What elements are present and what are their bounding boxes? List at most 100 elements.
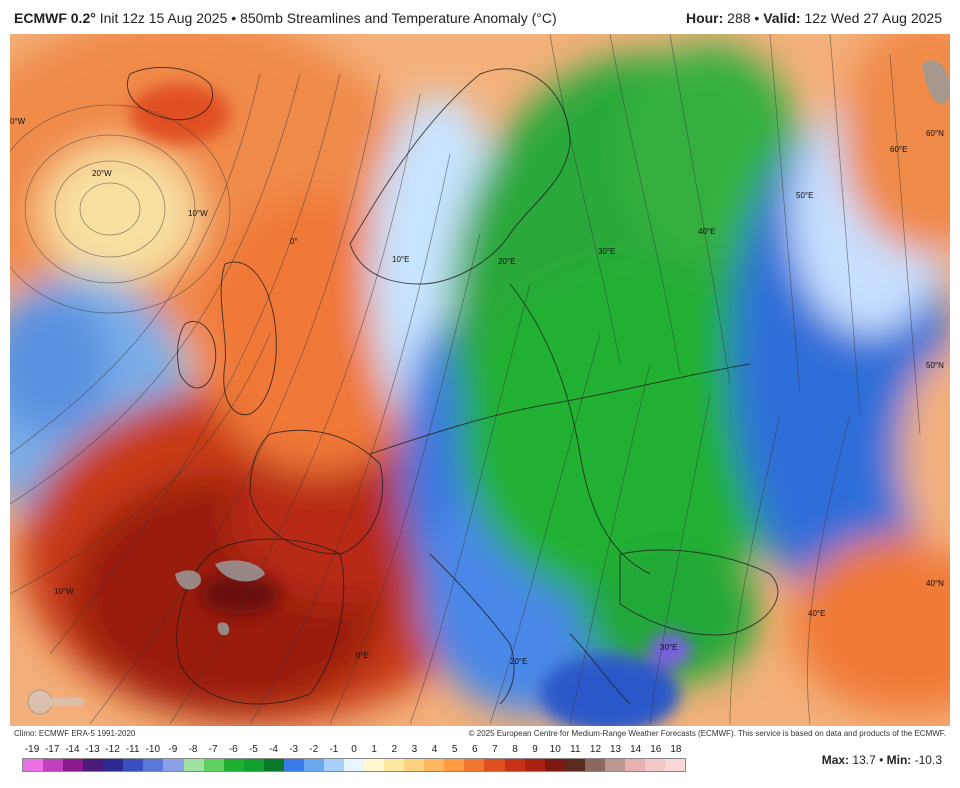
scale-label: -17 (44, 744, 60, 755)
scale-cell (323, 759, 344, 771)
scale-cell (23, 759, 44, 771)
scale-label: -9 (168, 744, 178, 755)
scale-label: -14 (65, 744, 80, 755)
scale-cell (584, 759, 605, 771)
streamlines (10, 34, 921, 725)
scale-cell (444, 759, 465, 771)
scale-label: -4 (269, 744, 278, 755)
field-stats: Max: 13.7 • Min: -10.3 (822, 753, 942, 767)
scandinavia-outline (349, 68, 571, 285)
label-0e: 0° (290, 237, 298, 246)
anomaly-shading (10, 34, 950, 724)
eastern-border (509, 283, 651, 575)
run-description: Init 12z 15 Aug 2025 • 850mb Streamlines… (99, 10, 557, 26)
stats-separator: • (879, 753, 884, 767)
min-label: Min: (886, 753, 912, 767)
scale-bar (22, 758, 686, 772)
label-40n: 40°N (926, 579, 944, 588)
scale-labels: -19 -17 -14 -13 -12 -11 -10 -9 -8 -7 -6 -5 -4 -3 -2 -1 0… (22, 744, 686, 758)
scale-cell (243, 759, 264, 771)
scale-cell (384, 759, 405, 771)
scale-label: -1 (329, 744, 339, 755)
label-50n: 50°N (926, 361, 944, 370)
scale-cell (43, 759, 64, 771)
scale-label: 3 (411, 744, 418, 755)
label-60n: 60°N (926, 129, 944, 138)
scale-cell (103, 759, 124, 771)
italy-outline (429, 553, 515, 705)
ireland-outline (177, 321, 217, 389)
iberia-outline (176, 538, 345, 705)
ecmwf-credit: © 2025 European Centre for Medium-Range … (468, 729, 946, 738)
scale-cell (63, 759, 84, 771)
central-europe-border (369, 363, 751, 455)
climo-credit: Climo: ECMWF ERA-5 1991-2020 (14, 729, 136, 738)
scale-cell (424, 759, 445, 771)
scale-label: 10 (549, 744, 561, 755)
scale-label: 14 (630, 744, 642, 755)
scale-label: 2 (391, 744, 398, 755)
scale-label: 0 (351, 744, 357, 755)
label-30e-b: 30°E (660, 643, 677, 652)
scale-label: -10 (145, 744, 161, 755)
scale-label: 16 (650, 744, 662, 755)
scale-cell (644, 759, 665, 771)
scale-label: 18 (670, 744, 682, 755)
scale-cell (344, 759, 365, 771)
scale-cell (143, 759, 164, 771)
scale-cell (464, 759, 485, 771)
scale-cell (223, 759, 244, 771)
scale-cell (303, 759, 324, 771)
scale-label: -12 (105, 744, 120, 755)
france-outline (249, 429, 384, 555)
weatherbell-logo (27, 689, 84, 715)
map-title: ECMWF 0.2° Init 12z 15 Aug 2025 • 850mb … (14, 10, 557, 26)
coastlines (126, 66, 779, 705)
scale-cell (123, 759, 144, 771)
label-60e: 60°E (890, 145, 907, 154)
anomaly-map: 0°W 20°W 10°W 0° 10°E 20°E 30°E 40°E 50°… (10, 34, 950, 726)
anomaly-details (130, 84, 692, 726)
label-10w-b: 10°W (54, 587, 74, 596)
black-sea-outline (619, 549, 779, 636)
label-0w: 0°W (10, 117, 26, 126)
map-canvas: 0°W 20°W 10°W 0° 10°E 20°E 30°E 40°E 50°… (10, 34, 950, 726)
hour-value: 288 (727, 10, 751, 26)
scale-label: -13 (85, 744, 100, 755)
scale-label: 1 (371, 744, 377, 755)
graticule-labels: 0°W 20°W 10°W 0° 10°E 20°E 30°E 40°E 50°… (10, 117, 944, 666)
valid-label: Valid: (763, 10, 801, 26)
label-10w-a: 10°W (188, 209, 208, 218)
scale-label: 11 (570, 744, 581, 755)
map-header: ECMWF 0.2° Init 12z 15 Aug 2025 • 850mb … (0, 0, 960, 34)
terrain-mask (175, 60, 950, 636)
scale-label: -8 (188, 744, 198, 755)
label-20e-b: 20°E (510, 657, 527, 666)
label-20e: 20°E (498, 257, 515, 266)
scale-label: -7 (208, 744, 218, 755)
scale-cell (504, 759, 525, 771)
scale-label: 12 (589, 744, 602, 755)
label-40e-b: 40°E (808, 609, 825, 618)
scale-label: -2 (309, 744, 319, 755)
label-50e: 50°E (796, 191, 813, 200)
valid-time: Hour: 288 • Valid: 12z Wed 27 Aug 2025 (686, 10, 942, 26)
scale-cell (183, 759, 204, 771)
credits-bar: Climo: ECMWF ERA-5 1991-2020 © 2025 Euro… (10, 726, 950, 740)
scale-label: 5 (451, 744, 458, 755)
model-name: ECMWF 0.2° (14, 10, 96, 26)
label-30e: 30°E (598, 247, 615, 256)
scale-cell (404, 759, 425, 771)
scale-cell (83, 759, 104, 771)
label-10e: 10°E (392, 255, 409, 264)
valid-value: 12z Wed 27 Aug 2025 (804, 10, 942, 26)
scale-label: -6 (228, 744, 238, 755)
scale-label: 7 (492, 744, 498, 755)
label-0-b: 0°E (356, 651, 369, 660)
color-scale: -19 -17 -14 -13 -12 -11 -10 -9 -8 -7 -6 -5 -4 -3 -2 -1 0… (22, 744, 686, 778)
label-40e: 40°E (698, 227, 715, 236)
scale-label: -3 (289, 744, 299, 755)
min-value: -10.3 (914, 753, 942, 767)
scale-cell (283, 759, 304, 771)
scale-label: 13 (610, 744, 622, 755)
